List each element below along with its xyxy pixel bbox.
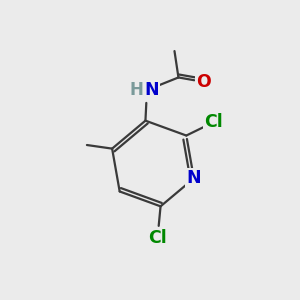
Text: Cl: Cl xyxy=(148,229,167,247)
Text: N: N xyxy=(187,169,201,188)
Text: H: H xyxy=(130,81,143,99)
Text: Cl: Cl xyxy=(205,113,223,131)
Text: O: O xyxy=(196,73,211,91)
Text: N: N xyxy=(144,81,159,99)
